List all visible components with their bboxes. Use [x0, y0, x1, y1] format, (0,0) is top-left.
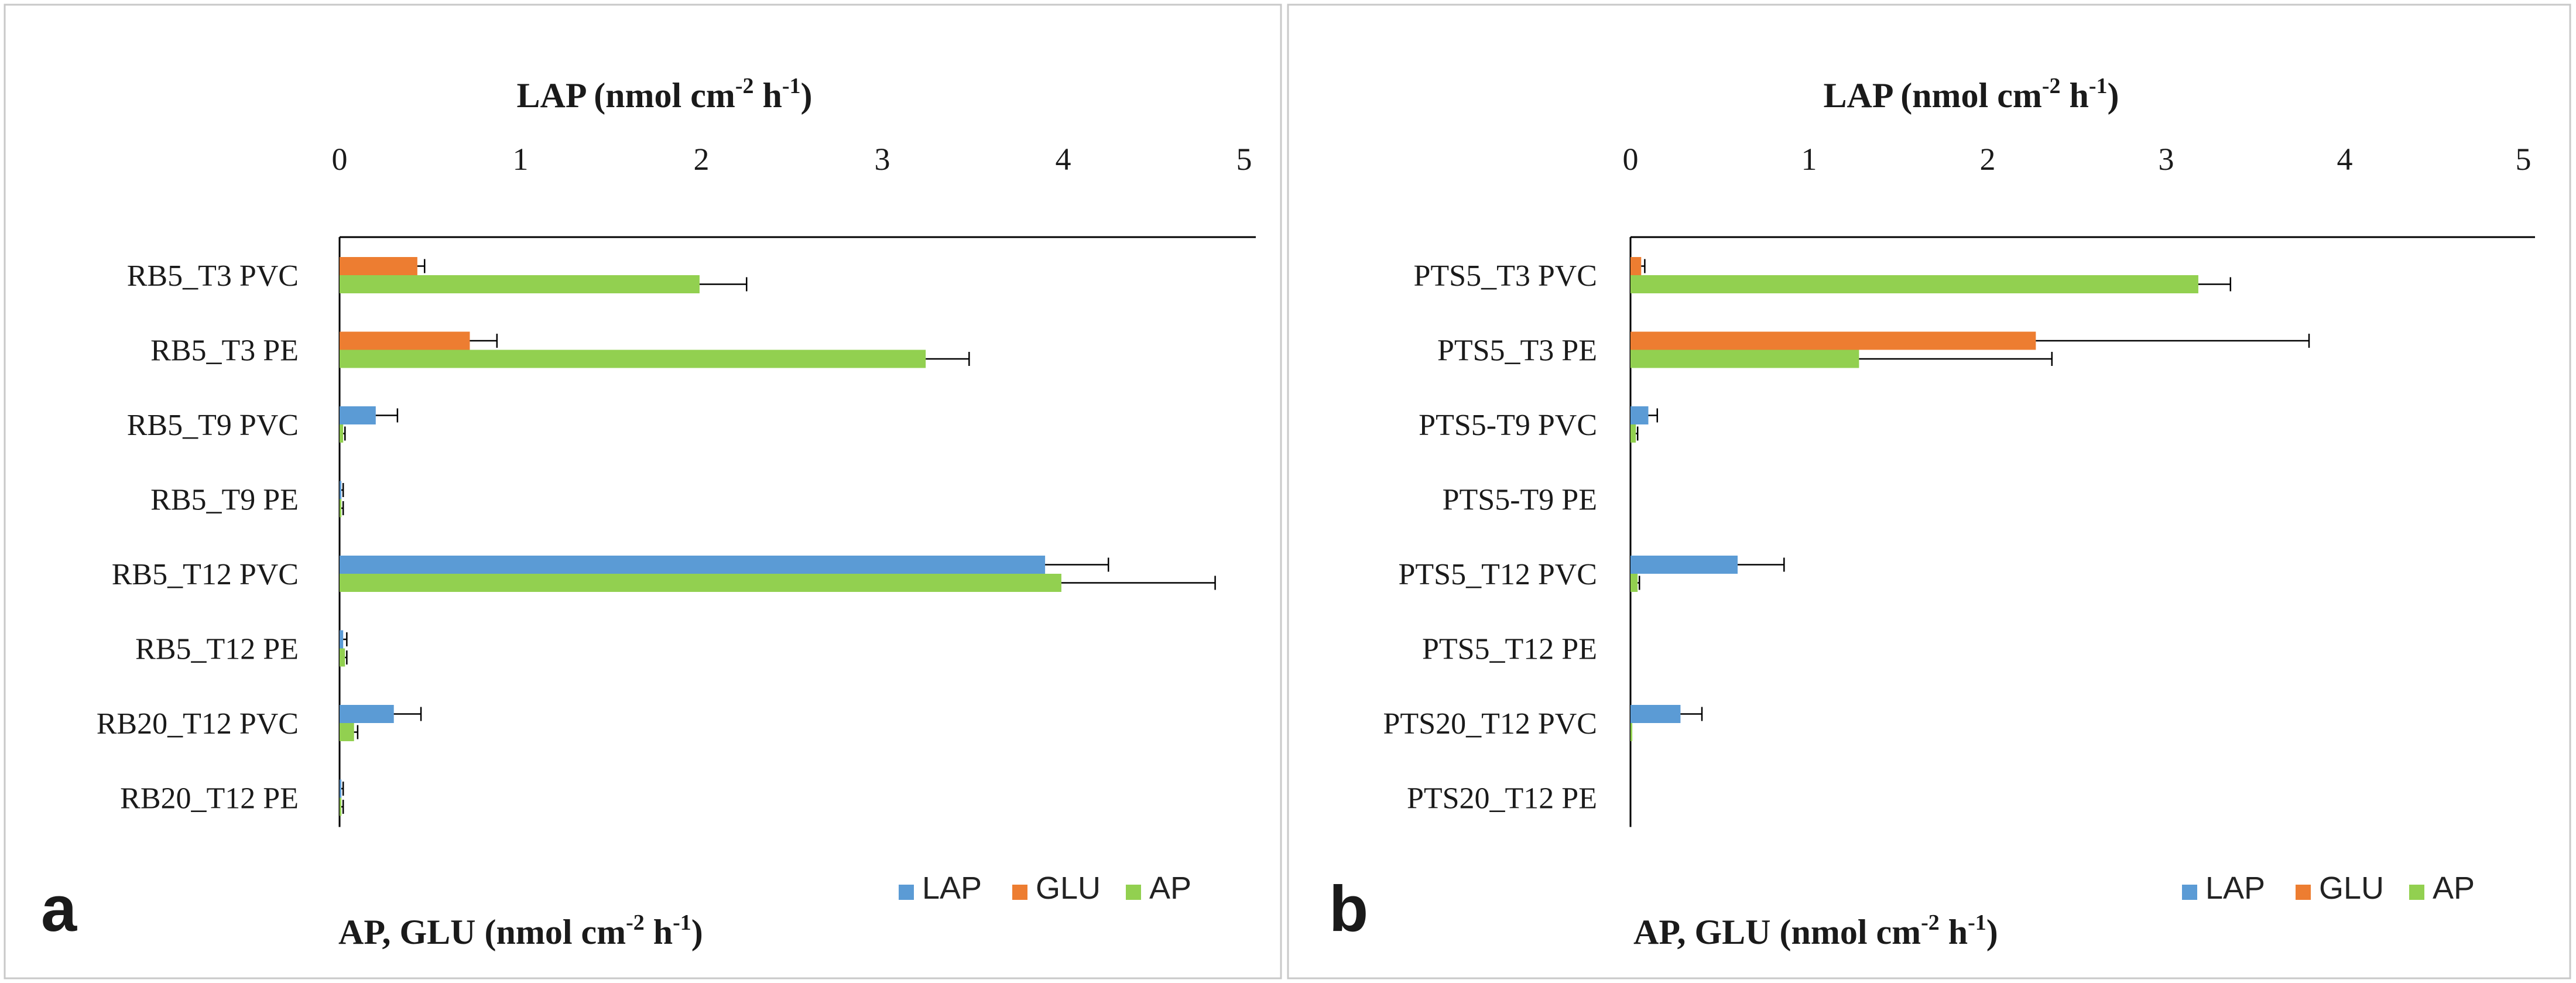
- axis-title-bottom-text: h: [645, 913, 673, 951]
- axis-title-top-sup: -2: [2042, 74, 2061, 98]
- axis-title-top-text: ): [2108, 76, 2119, 115]
- bar-ap: [340, 648, 345, 667]
- category-label: RB5_T12 PVC: [112, 558, 299, 591]
- category-label: PTS5_T12 PE: [1422, 633, 1597, 666]
- bar-ap: [340, 723, 354, 741]
- category-label: RB20_T12 PVC: [97, 707, 299, 741]
- bar-glu: [1630, 331, 2036, 350]
- panel-frame: [1287, 4, 2571, 979]
- bar-lap: [340, 406, 376, 424]
- legend-label-glu: GLU: [2319, 871, 2384, 906]
- legend-label-ap: AP: [2433, 871, 2475, 906]
- panel-letter: b: [1329, 873, 1368, 945]
- axis-title-bottom: AP, GLU (nmol cm-2 h-1): [1633, 910, 1998, 951]
- bar-ap: [340, 574, 1061, 592]
- legend-label-glu: GLU: [1036, 871, 1101, 906]
- bar-lap: [340, 556, 1046, 574]
- panel-letter: a: [41, 873, 77, 945]
- tick-label: 1: [513, 142, 529, 177]
- bar-ap: [340, 424, 344, 443]
- bar-lap: [1630, 705, 1681, 723]
- category-label: PTS20_T12 PE: [1407, 782, 1597, 816]
- category-label: PTS5_T3 PVC: [1413, 259, 1597, 293]
- legend-swatch-lap: [899, 885, 914, 900]
- axis-title-top-text: LAP (nmol cm: [517, 76, 735, 115]
- category-label: RB5_T9 PE: [150, 484, 299, 517]
- axis-title-bottom-text: AP, GLU (nmol cm: [338, 913, 626, 951]
- tick-label: 3: [2159, 142, 2174, 177]
- bar-ap: [1630, 350, 1859, 368]
- legend-label-lap: LAP: [922, 871, 982, 906]
- category-label: RB5_T12 PE: [135, 633, 299, 666]
- axis-title-bottom-sup: -2: [626, 910, 645, 935]
- category-label: PTS5-T9 PVC: [1419, 409, 1597, 442]
- category-label: PTS20_T12 PVC: [1383, 707, 1597, 741]
- axis-title-bottom-sup: -1: [1968, 910, 1986, 935]
- tick-label: 1: [1801, 142, 1817, 177]
- tick-label: 5: [1236, 142, 1252, 177]
- axis-title-bottom-text: AP, GLU (nmol cm: [1633, 913, 1921, 951]
- tick-label: 2: [694, 142, 710, 177]
- tick-label: 3: [875, 142, 890, 177]
- bar-lap: [1630, 556, 1738, 574]
- category-label: PTS5_T12 PVC: [1398, 558, 1597, 591]
- tick-label: 0: [1623, 142, 1639, 177]
- axis-title-bottom-text: ): [691, 913, 703, 951]
- bar-ap: [340, 499, 342, 518]
- axis-title-top-sup: -1: [2089, 74, 2108, 98]
- bar-glu: [340, 331, 470, 350]
- category-label: PTS5_T3 PE: [1437, 334, 1597, 368]
- bar-ap: [1630, 574, 1638, 592]
- bar-ap: [1630, 723, 1633, 741]
- axis-title-top-text: h: [2060, 76, 2088, 115]
- bar-lap: [340, 630, 344, 649]
- bar-lap: [340, 705, 394, 723]
- category-label: RB5_T3 PVC: [127, 259, 299, 293]
- bar-ap: [340, 350, 926, 368]
- tick-label: 4: [2337, 142, 2353, 177]
- bar-ap: [1630, 275, 2198, 293]
- bar-lap: [340, 779, 342, 798]
- axis-title-top: LAP (nmol cm-2 h-1): [517, 74, 813, 115]
- axis-title-top-text: h: [753, 76, 782, 115]
- bar-glu: [1630, 257, 1642, 275]
- legend-swatch-ap: [1126, 885, 1141, 900]
- legend-swatch-ap: [2409, 885, 2424, 900]
- bar-lap: [1630, 406, 1649, 424]
- legend-label-lap: LAP: [2205, 871, 2265, 906]
- bar-ap: [1630, 424, 1636, 443]
- bar-ap: [340, 275, 700, 293]
- category-label: PTS5-T9 PE: [1443, 484, 1597, 517]
- axis-title-bottom: AP, GLU (nmol cm-2 h-1): [338, 910, 703, 951]
- bar-ap: [340, 797, 342, 816]
- axis-title-bottom-text: h: [1940, 913, 1968, 951]
- axis-title-top-text: ): [801, 76, 813, 115]
- legend-swatch-lap: [2182, 885, 2197, 900]
- axis-title-bottom-sup: -1: [673, 910, 691, 935]
- category-label: RB20_T12 PE: [120, 782, 299, 816]
- axis-title-top-sup: -1: [782, 74, 801, 98]
- tick-label: 4: [1056, 142, 1071, 177]
- legend-swatch-glu: [2296, 885, 2311, 900]
- axis-title-top-text: LAP (nmol cm: [1824, 76, 2042, 115]
- legend-label-ap: AP: [1149, 871, 1191, 906]
- category-label: RB5_T3 PE: [150, 334, 299, 368]
- bar-glu: [340, 257, 417, 275]
- axis-title-top-sup: -2: [735, 74, 754, 98]
- axis-title-top: LAP (nmol cm-2 h-1): [1824, 74, 2119, 115]
- axis-title-bottom-sup: -2: [1921, 910, 1940, 935]
- tick-label: 5: [2516, 142, 2532, 177]
- panel-frame: [4, 4, 1282, 979]
- bar-lap: [340, 481, 342, 499]
- tick-label: 2: [1980, 142, 1996, 177]
- tick-label: 0: [332, 142, 348, 177]
- category-label: RB5_T9 PVC: [127, 409, 299, 442]
- legend-swatch-glu: [1012, 885, 1027, 900]
- axis-title-bottom-text: ): [1986, 913, 1998, 951]
